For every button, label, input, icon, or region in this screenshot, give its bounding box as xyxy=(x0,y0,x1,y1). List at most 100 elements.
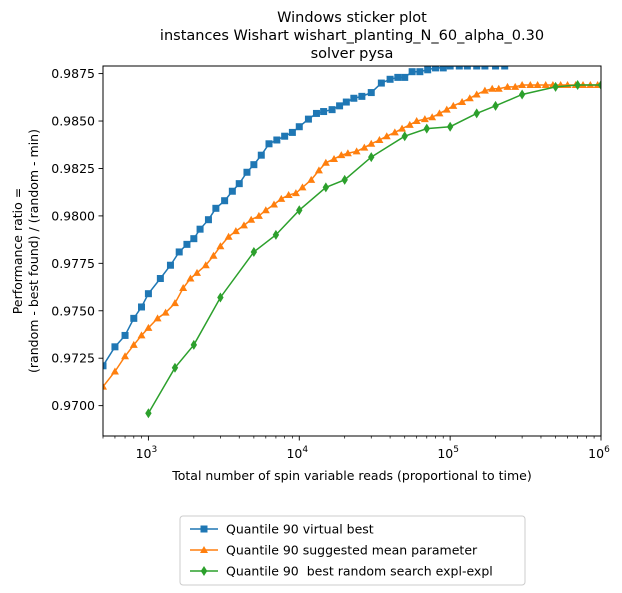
series-1-point xyxy=(183,240,191,248)
series-1-point xyxy=(463,66,471,70)
series-2-point xyxy=(480,86,489,94)
y-tick-label: 0.9725 xyxy=(51,351,95,366)
series-2-point xyxy=(277,194,286,202)
series-1-point xyxy=(250,161,258,169)
series-2-point xyxy=(494,84,503,92)
x-tick-label: 104 xyxy=(286,445,308,461)
series-2-point xyxy=(186,274,195,282)
series-3-point xyxy=(272,229,280,240)
series-1-point xyxy=(377,79,385,87)
y-axis-label: Performance ratio = (random - best found… xyxy=(10,129,41,373)
series-1-point xyxy=(257,151,265,159)
series-2-point xyxy=(239,221,248,229)
series-1-point xyxy=(281,132,289,140)
legend-label: Quantile 90 suggested mean parameter xyxy=(226,543,478,558)
series-2-point xyxy=(307,175,316,183)
series-1-point xyxy=(130,314,138,322)
y-tick-label: 0.9775 xyxy=(51,256,95,271)
y-tick-label: 0.9750 xyxy=(51,303,95,318)
series-2 xyxy=(103,80,601,390)
series-1-point xyxy=(221,197,229,205)
series-1-point xyxy=(273,136,281,144)
y-axis-label-line-1: Performance ratio = xyxy=(10,188,25,314)
series-2-point xyxy=(321,158,330,166)
series-2-point xyxy=(449,101,458,109)
series-3-point xyxy=(446,121,454,132)
series-2-point xyxy=(465,94,474,102)
series-1-point xyxy=(265,140,273,148)
y-axis-label-line-2: (random - best found) / (random - min) xyxy=(26,129,41,373)
series-2-point xyxy=(224,232,233,240)
series-2-point xyxy=(284,191,293,199)
series-1-point xyxy=(350,94,358,102)
series-2-point xyxy=(254,211,263,219)
series-2-point xyxy=(129,340,138,348)
series-1-point xyxy=(424,66,432,74)
y-tick-label: 0.9800 xyxy=(51,208,95,223)
legend-label: Quantile 90 virtual best xyxy=(226,522,374,537)
series-2-point xyxy=(153,314,162,322)
series-2-point xyxy=(270,200,279,208)
series-3-point xyxy=(145,408,152,419)
legend-item-3: Quantile 90 best random search expl-expl xyxy=(190,564,493,579)
series-layer xyxy=(103,66,601,419)
series-1-point xyxy=(288,128,296,136)
series-2-point xyxy=(193,268,202,276)
series-2-point xyxy=(442,105,451,113)
series-3-point xyxy=(492,100,499,111)
series-2-point xyxy=(337,151,346,159)
series-3-point xyxy=(171,362,179,373)
series-1-point xyxy=(320,108,328,116)
series-1-point xyxy=(386,75,394,83)
series-3-point xyxy=(401,131,408,142)
series-2-point xyxy=(503,82,512,90)
legend-swatch-marker xyxy=(200,566,208,576)
legend-item-2: Quantile 90 suggested mean parameter xyxy=(190,543,478,558)
series-2-point xyxy=(518,80,527,88)
x-axis: 103 104 105 106 xyxy=(102,436,610,461)
series-3-point xyxy=(368,152,375,163)
series-2-point xyxy=(398,124,407,132)
series-2-point xyxy=(511,82,520,90)
y-tick-label: 0.9875 xyxy=(51,66,95,81)
series-3-point xyxy=(423,123,430,134)
series-1-point xyxy=(212,204,220,212)
x-tick-label: 103 xyxy=(136,445,158,461)
series-1-point xyxy=(394,73,402,81)
y-tick-label: 0.9700 xyxy=(51,398,95,413)
series-3-point xyxy=(250,246,258,257)
legend-swatch-marker xyxy=(200,546,208,553)
series-2-point xyxy=(247,215,256,223)
chart-title-line-3: solver pysa xyxy=(311,46,394,62)
series-2-point xyxy=(412,117,421,125)
series-1-point xyxy=(473,66,481,70)
series-3-line xyxy=(147,84,601,414)
series-2-point xyxy=(360,143,369,151)
series-2-point xyxy=(144,323,153,331)
y-tick-label: 0.9825 xyxy=(51,161,95,176)
series-2-point xyxy=(121,352,130,360)
series-3-point xyxy=(473,108,480,119)
chart-title-line-1: Windows sticker plot xyxy=(277,10,427,26)
series-1-point xyxy=(196,225,204,233)
series-2-point xyxy=(390,128,399,136)
series-1-point xyxy=(103,362,107,370)
plot-frame xyxy=(102,65,602,437)
series-1-point xyxy=(492,66,500,70)
series-2-point xyxy=(472,90,481,98)
series-1-point xyxy=(166,261,174,269)
series-3-point xyxy=(341,174,348,185)
series-2-point xyxy=(382,132,391,140)
series-2-point xyxy=(367,139,376,147)
series-3-point xyxy=(296,205,303,216)
chart-title-line-2: instances Wishart wishart_planting_N_60_… xyxy=(160,28,544,44)
legend-box xyxy=(179,515,526,586)
series-1-point xyxy=(304,115,312,123)
series-1-point xyxy=(121,331,129,339)
series-3 xyxy=(145,79,601,419)
series-1-point xyxy=(439,66,447,72)
y-tick-label: 0.9850 xyxy=(51,114,95,129)
series-2-point xyxy=(435,109,444,117)
legend: Quantile 90 virtual best Quantile 90 sugg… xyxy=(179,515,526,586)
series-2-point xyxy=(488,84,497,92)
